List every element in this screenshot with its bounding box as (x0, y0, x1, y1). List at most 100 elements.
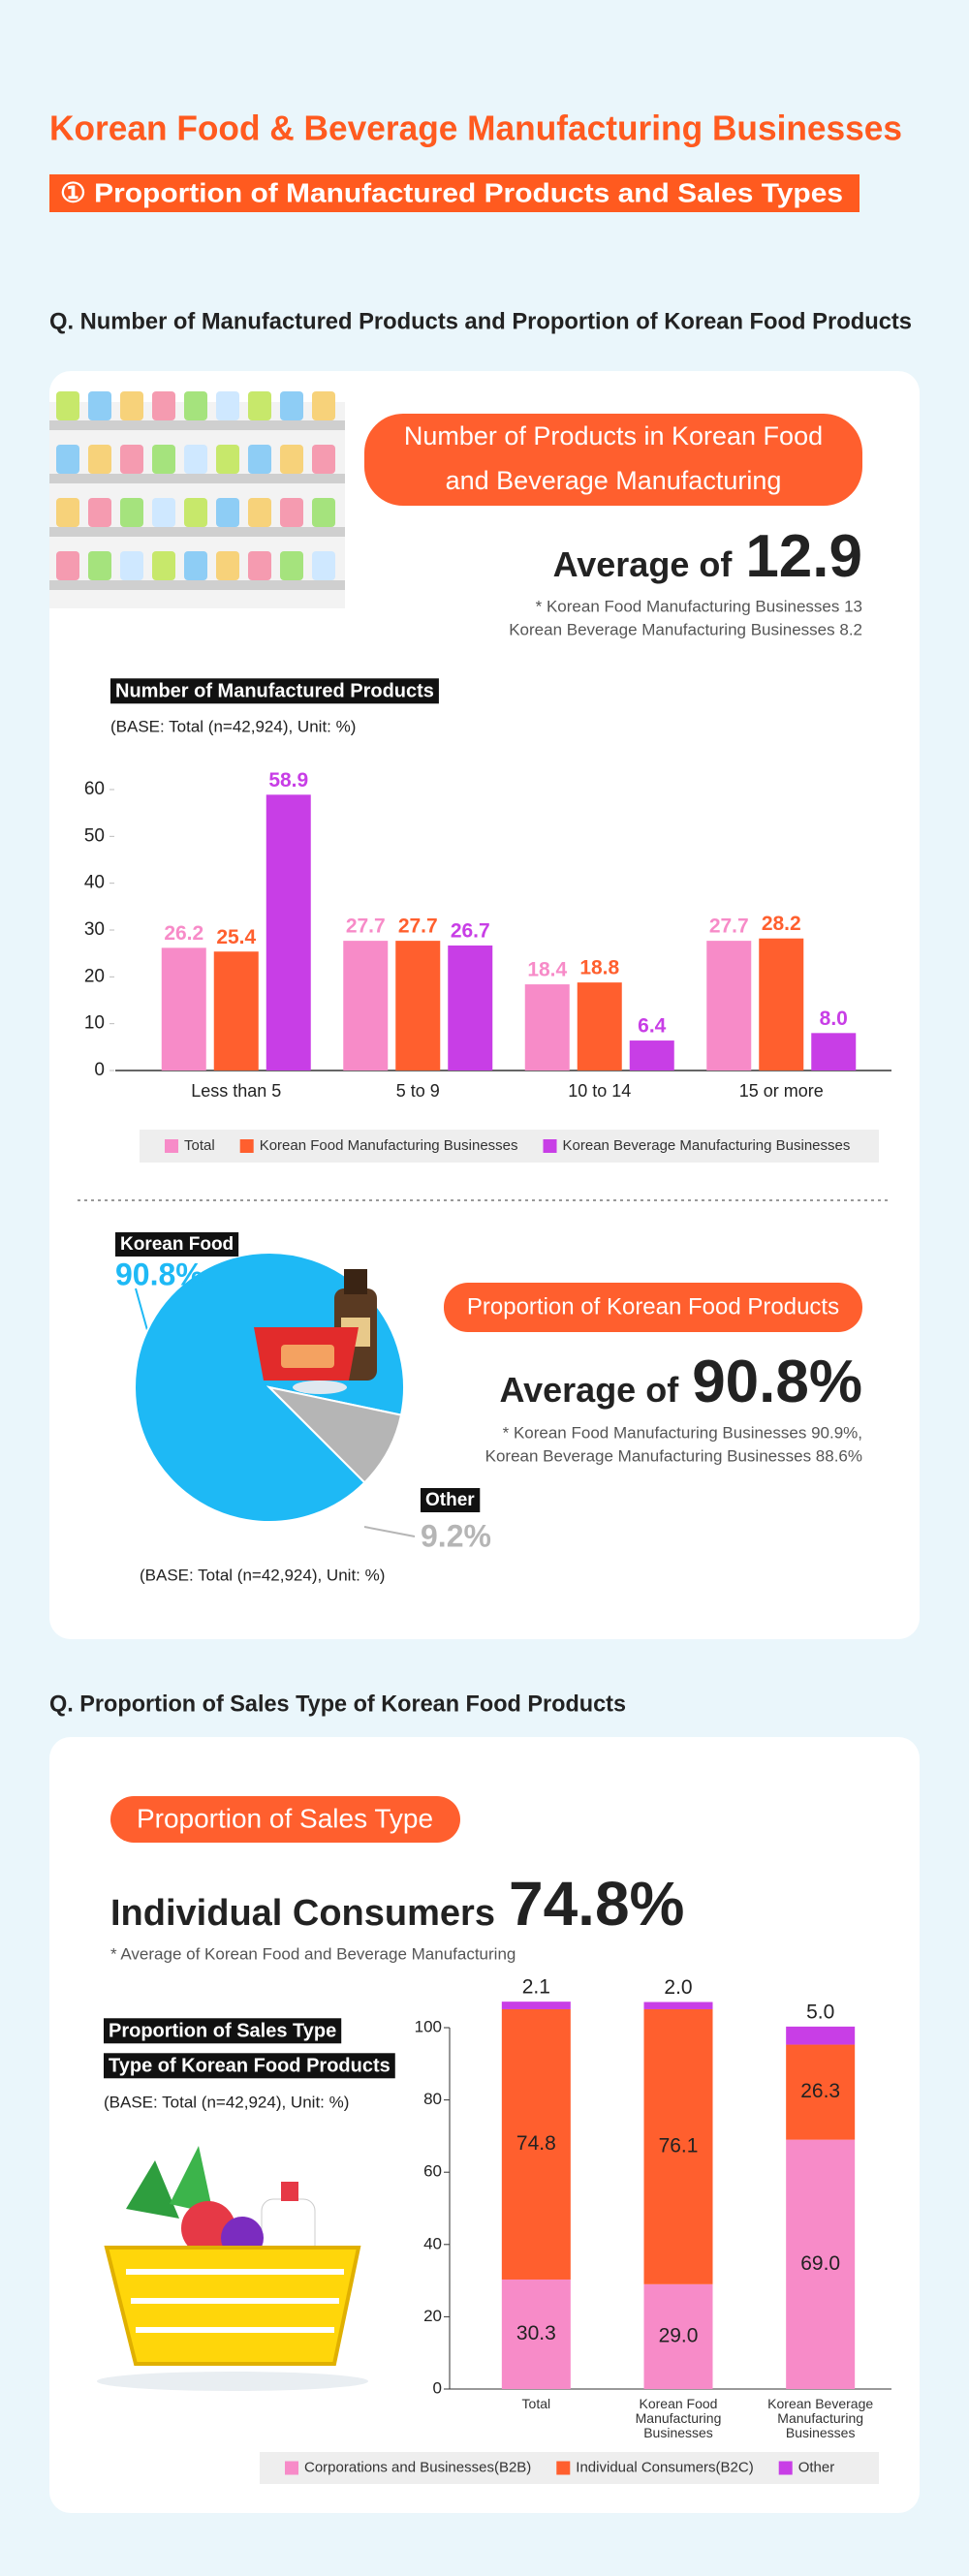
shelf-item (312, 391, 335, 420)
shelf-board (49, 420, 345, 430)
average: Average of 90.8% (499, 1349, 862, 1415)
subtitle-bar (49, 174, 860, 212)
value-label: 58.9 (268, 769, 308, 791)
badge (110, 1796, 460, 1843)
chart-base: (BASE: Total (n=42,924), Unit: %) (110, 717, 356, 735)
shelf-item (120, 551, 143, 580)
label-box-text: Other (425, 1490, 475, 1510)
bar (759, 938, 804, 1071)
question: Q. Number of Manufactured Products and P… (49, 308, 912, 334)
average-value: 90.8% (692, 1349, 862, 1415)
value-label: 29.0 (659, 2324, 699, 2346)
y-tick-label: 20 (423, 2307, 442, 2325)
page-title: Korean Food & Beverage Manufacturing Bus… (49, 109, 902, 148)
bar (161, 947, 206, 1071)
shelf-item (120, 498, 143, 527)
y-tick-label: 20 (84, 966, 105, 986)
value-label: 74.8 (516, 2132, 556, 2155)
y-tick-label: 0 (433, 2378, 442, 2397)
badge-text: Proportion of Sales Type (137, 1803, 433, 1833)
value-label: 26.7 (451, 919, 490, 942)
label-box (104, 2053, 395, 2079)
bar-segment (786, 2139, 856, 2389)
bar (629, 1040, 674, 1071)
y-tick-label: 60 (423, 2162, 442, 2181)
average-label: Average of (553, 544, 734, 584)
bar (448, 945, 493, 1071)
bar (577, 982, 622, 1071)
shelf-item (120, 445, 143, 474)
legend-label: Total (184, 1137, 215, 1154)
label-box (421, 1488, 481, 1513)
label-box (115, 1232, 239, 1257)
food-illustration (254, 1269, 377, 1394)
shelf-item (248, 498, 271, 527)
average-label: Average of (499, 1370, 679, 1410)
shelf-item (152, 445, 175, 474)
value-label: 5.0 (806, 2001, 834, 2023)
shelf-item (120, 391, 143, 420)
legend-label: Corporations and Businesses(B2B) (304, 2459, 531, 2475)
shelf-item (56, 551, 79, 580)
x-tick-label: 10 to 14 (568, 1081, 631, 1101)
shelf-item (216, 551, 239, 580)
legend-bg (140, 1130, 879, 1163)
shelf-item (88, 498, 111, 527)
shelf-item (184, 551, 207, 580)
value-label: 27.7 (346, 916, 386, 938)
badge-text: Number of Products in Korean Food (404, 421, 823, 450)
y-tick-label: 10 (84, 1013, 105, 1034)
value-label: 30.3 (516, 2322, 556, 2344)
badge (364, 414, 862, 506)
shelf-item (56, 391, 79, 420)
headline-label: Individual Consumers (110, 1893, 495, 1934)
shelf-item (248, 551, 271, 580)
page-subtitle: ① Proportion of Manufactured Products an… (60, 177, 843, 207)
badge (444, 1283, 862, 1332)
shelf-item (216, 498, 239, 527)
y-tick-label: 100 (415, 2017, 442, 2035)
shelf-item (184, 391, 207, 420)
shelf-item (88, 391, 111, 420)
bar (213, 951, 259, 1071)
note: Korean Beverage Manufacturing Businesses… (509, 620, 862, 638)
shelf-item (56, 445, 79, 474)
shelf-item (56, 498, 79, 527)
chart-base: (BASE: Total (n=42,924), Unit: %) (104, 2093, 349, 2111)
value-label: 9.2% (421, 1518, 491, 1553)
bar-segment (786, 2044, 856, 2140)
legend-label: Other (798, 2459, 835, 2475)
shelf-item (184, 498, 207, 527)
chart-base: (BASE: Total (n=42,924), Unit: %) (140, 1566, 385, 1584)
shelf-item (248, 445, 271, 474)
badge-text: Proportion of Korean Food Products (467, 1293, 839, 1319)
x-tick-label: Total (521, 2396, 551, 2411)
value-label: 25.4 (216, 926, 256, 948)
shelf-item (280, 445, 303, 474)
label-box (104, 2018, 342, 2044)
note: Korean Beverage Manufacturing Businesses… (485, 1446, 862, 1465)
x-tick-label: Korean Beverage Manufacturing Businesses (767, 2396, 874, 2440)
bar (706, 941, 752, 1071)
value-label: 27.7 (398, 916, 438, 938)
x-tick-label: Korean Food Manufacturing Businesses (635, 2396, 722, 2440)
headline-value: 74.8% (509, 1869, 684, 1939)
bar (395, 941, 441, 1071)
bar (266, 794, 311, 1071)
shelf-item (152, 551, 175, 580)
bar (343, 941, 389, 1071)
bar-segment (643, 2008, 713, 2284)
shelf-item (152, 391, 175, 420)
value-label: 90.8% (115, 1257, 203, 1291)
badge-text: and Beverage Manufacturing (446, 466, 782, 495)
legend-swatch (543, 1139, 557, 1153)
legend-label: Individual Consumers(B2C) (576, 2459, 753, 2475)
value-label: 8.0 (820, 1008, 848, 1030)
note: * Average of Korean Food and Beverage Ma… (110, 1944, 516, 1963)
shelf-item (152, 498, 175, 527)
legend-label: Korean Beverage Manufacturing Businesses (563, 1137, 851, 1154)
legend-swatch (556, 2461, 571, 2475)
pie-slice (266, 1385, 403, 1484)
shelf-item (216, 391, 239, 420)
